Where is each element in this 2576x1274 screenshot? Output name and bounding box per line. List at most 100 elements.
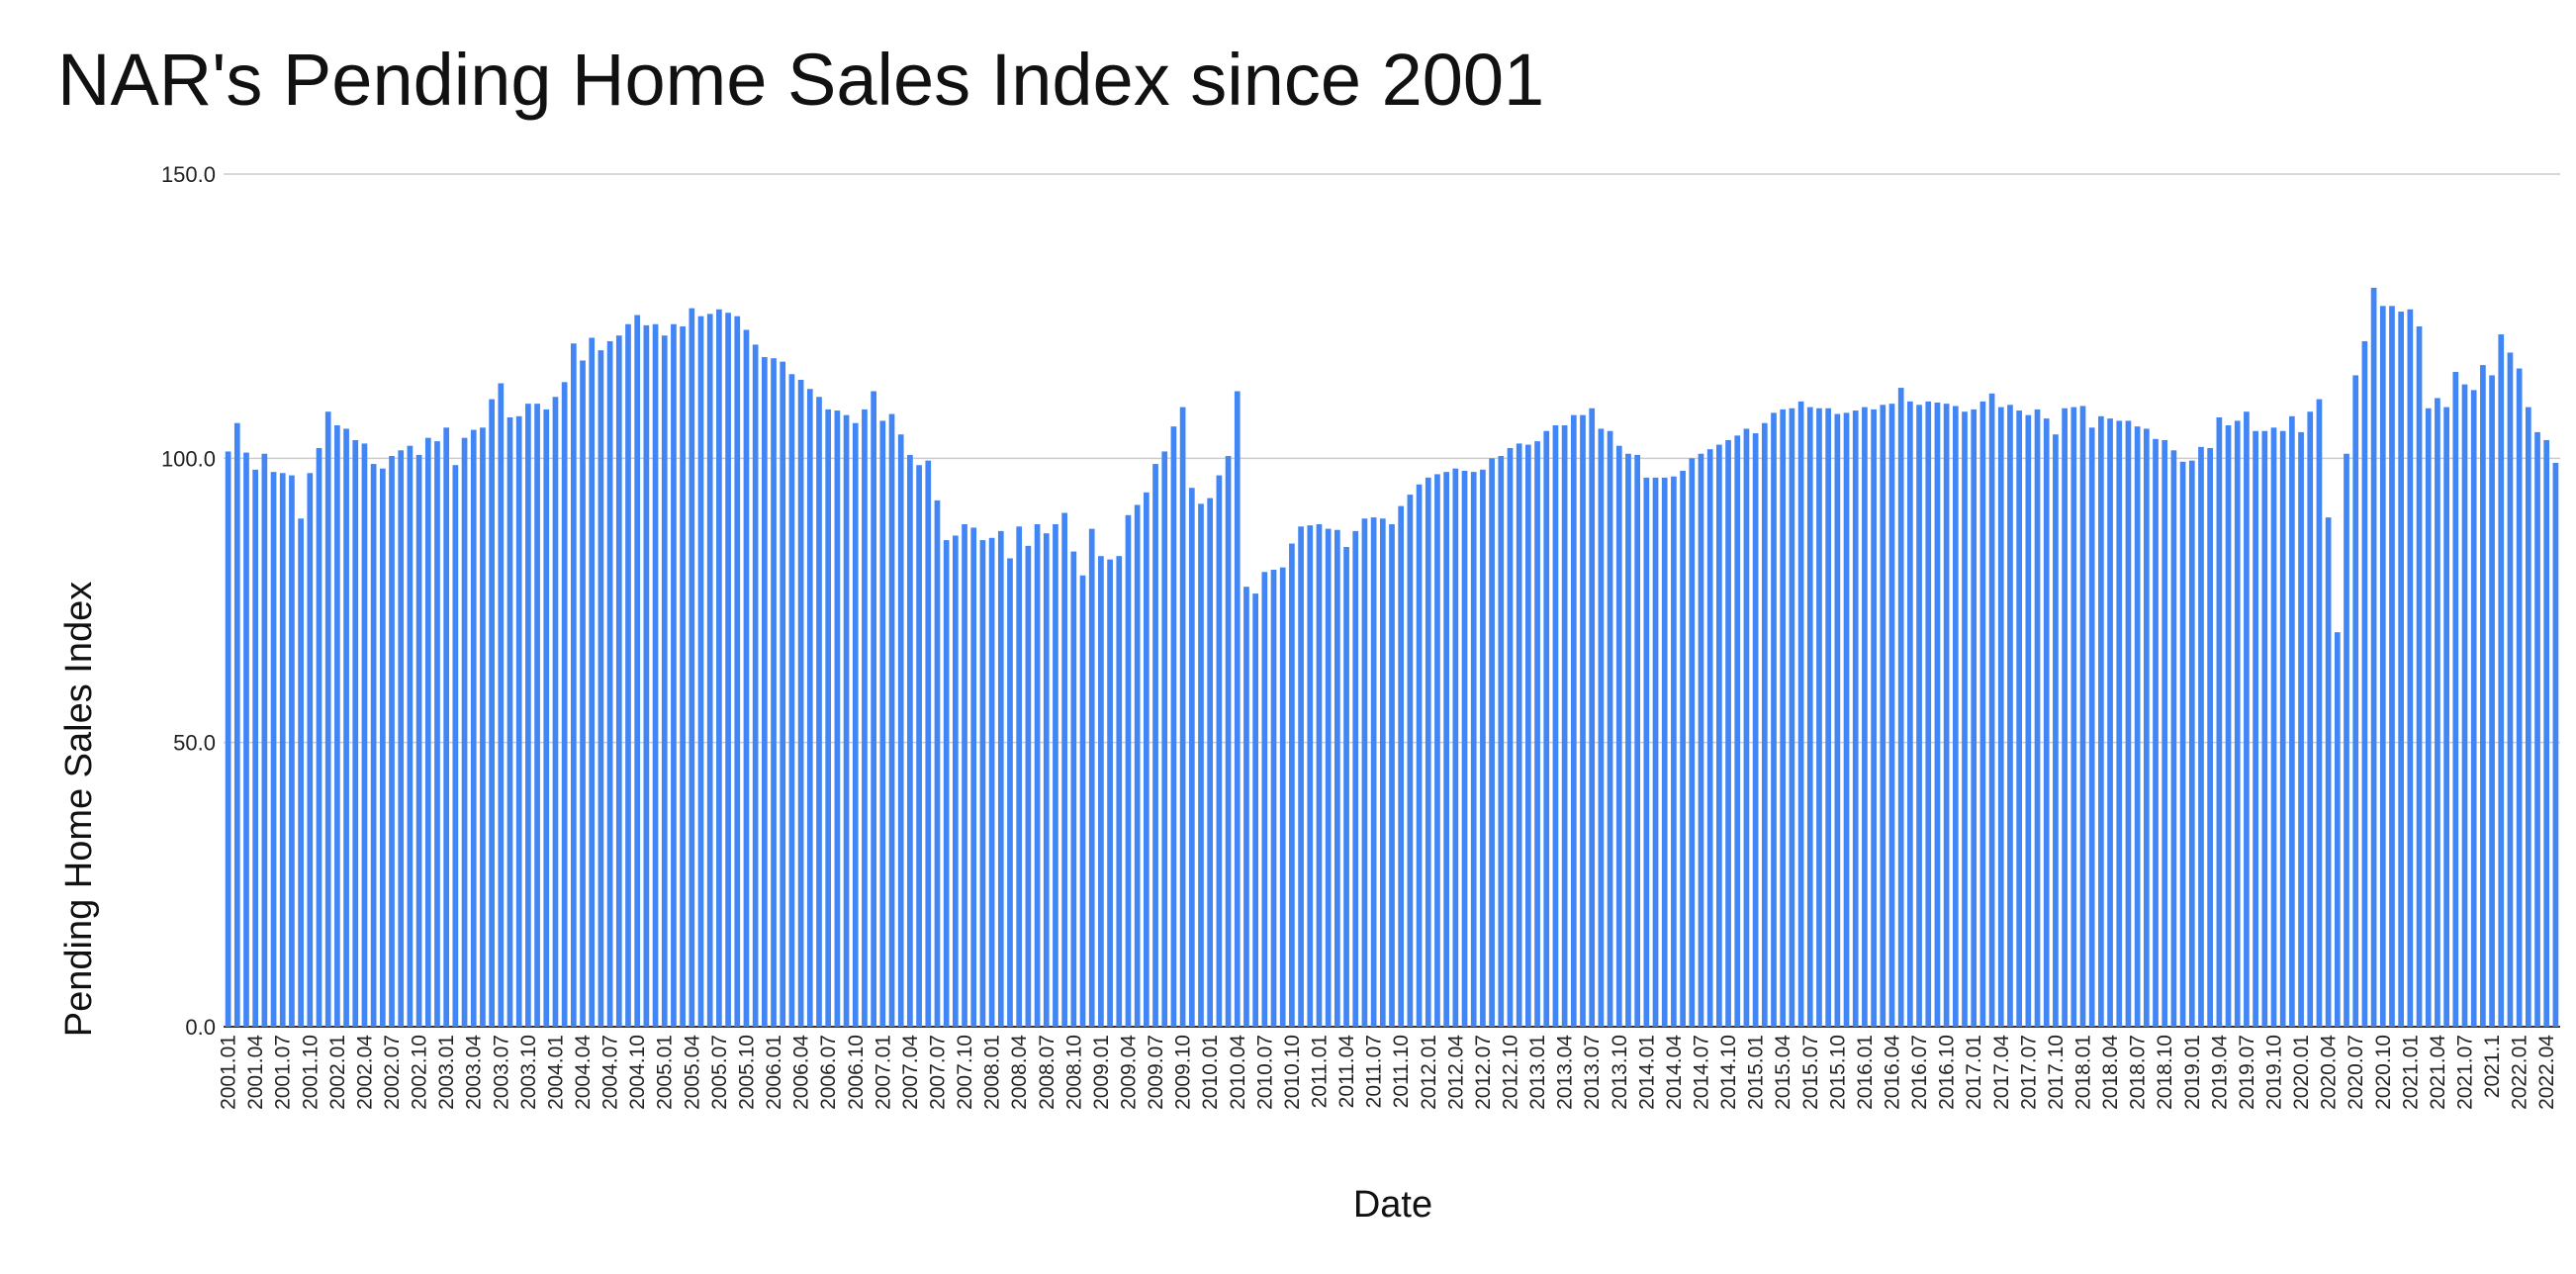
x-tick-label: 2009.10 [1172, 1035, 1195, 1110]
bar-2015.10 [1834, 413, 1841, 1027]
bar-2003.09 [515, 415, 522, 1028]
bar-2016.03 [1880, 405, 1886, 1027]
bar-2011.03 [1334, 529, 1340, 1027]
bar-2017.02 [1979, 401, 1986, 1027]
bar-2009.07 [1152, 464, 1158, 1028]
bar-2001.09 [298, 518, 304, 1027]
bar-2001.05 [261, 453, 268, 1028]
bar-2018.03 [2098, 415, 2104, 1028]
bar-2003.06 [489, 399, 495, 1027]
bar-2002.04 [361, 443, 368, 1028]
bar-2007.01 [879, 420, 886, 1027]
bar-2013.07 [1589, 408, 1596, 1027]
x-tick-label: 2004.10 [626, 1035, 649, 1110]
bar-2008.06 [1034, 523, 1041, 1027]
x-tick-label: 2008.07 [1036, 1035, 1058, 1110]
bar-2022.03 [2534, 431, 2540, 1027]
bar-2013.09 [1607, 430, 1613, 1027]
bar-2021.01 [2407, 309, 2414, 1028]
x-tick-label: 2021.04 [2427, 1035, 2449, 1110]
bar-2011.01 [1316, 523, 1323, 1027]
bar-2020.05 [2334, 632, 2341, 1027]
y-tick-label: 50.0 [173, 731, 216, 756]
x-tick-label: 2020.07 [2345, 1035, 2367, 1110]
bar-2002.05 [370, 464, 377, 1028]
bar-2001.04 [252, 469, 259, 1027]
bar-2007.03 [897, 434, 904, 1027]
bar-2007.08 [943, 540, 950, 1027]
bar-2021.02 [2416, 326, 2423, 1027]
bar-2015.03 [1771, 412, 1777, 1027]
x-tick-label: 2021.1 [2481, 1035, 2504, 1098]
bar-2021.03 [2425, 408, 2432, 1027]
bar-2002.06 [379, 468, 386, 1027]
x-tick-label: 2005.01 [654, 1035, 677, 1110]
bar-2016.04 [1888, 404, 1895, 1027]
bar-2008.08 [1053, 523, 1058, 1027]
bar-2020.02 [2307, 411, 2314, 1027]
x-tick-label: 2003.07 [490, 1035, 512, 1110]
x-tick-label: 2001.10 [299, 1035, 322, 1110]
bar-2021.08 [2470, 390, 2477, 1028]
x-tick-label: 2021.01 [2399, 1035, 2422, 1110]
bar-2020.03 [2316, 399, 2323, 1027]
x-tick-label: 2013.10 [1609, 1035, 1631, 1110]
x-tick-label: 2015.07 [1799, 1035, 1822, 1110]
x-tick-label: 2019.07 [2236, 1035, 2258, 1110]
x-tick-label: 2002.04 [353, 1035, 376, 1110]
x-tick-label: 2008.01 [981, 1035, 1004, 1110]
bar-2005.07 [716, 309, 722, 1028]
bar-2003.12 [543, 409, 550, 1027]
bar-2004.09 [625, 323, 631, 1027]
x-tick-label: 2015.01 [1745, 1035, 1768, 1110]
bar-2018.08 [2143, 428, 2150, 1027]
x-tick-label: 2001.07 [272, 1035, 295, 1110]
bar-2020.07 [2352, 375, 2359, 1027]
bar-2010.01 [1207, 498, 1214, 1027]
bar-2016.08 [1925, 401, 1932, 1027]
bar-2018.10 [2162, 439, 2168, 1028]
bar-2020.06 [2344, 453, 2349, 1028]
x-tick-label: 2004.01 [544, 1035, 567, 1110]
bar-2017.11 [2062, 408, 2068, 1027]
bar-2013.06 [1580, 414, 1586, 1027]
bar-2004.01 [552, 397, 559, 1027]
bar-2005.04 [689, 308, 695, 1027]
bar-2015.06 [1797, 401, 1804, 1027]
x-tick-label: 2008.10 [1062, 1035, 1085, 1110]
bar-2019.01 [2188, 460, 2195, 1028]
bar-2004.05 [589, 337, 596, 1027]
bar-2010.02 [1216, 475, 1223, 1027]
bar-2012.11 [1516, 443, 1522, 1028]
x-tick-label: 2013.01 [1526, 1035, 1549, 1110]
x-tick-label: 2011.10 [1390, 1035, 1413, 1108]
x-tick-label: 2014.10 [1717, 1035, 1740, 1110]
bar-2009.03 [1116, 556, 1123, 1027]
x-tick-label: 2017.07 [2017, 1035, 2040, 1110]
y-tick-label: 100.0 [161, 446, 216, 471]
bar-2013.12 [1634, 454, 1640, 1027]
x-tick-label: 2006.07 [817, 1035, 840, 1110]
bar-2012.07 [1480, 469, 1486, 1027]
bar-2006.08 [834, 410, 841, 1027]
bar-2016.07 [1916, 405, 1922, 1027]
bar-2014.12 [1743, 428, 1750, 1027]
bar-2010.04 [1234, 391, 1241, 1027]
bar-2013.08 [1598, 428, 1605, 1027]
bar-2007.04 [907, 454, 913, 1027]
bar-2020.09 [2370, 287, 2377, 1027]
x-tick-label: 2008.04 [1008, 1035, 1031, 1110]
x-tick-label: 2001.01 [218, 1035, 240, 1110]
x-tick-label: 2001.04 [244, 1035, 267, 1110]
x-tick-label: 2016.04 [1881, 1035, 1903, 1110]
x-tick-label: 2011.04 [1335, 1035, 1358, 1109]
bar-2013.10 [1615, 445, 1622, 1027]
bar-2012.06 [1470, 472, 1477, 1027]
bar-2017.12 [2070, 407, 2077, 1027]
x-tick-label: 2011.01 [1308, 1035, 1331, 1108]
bar-2017.07 [2025, 414, 2032, 1027]
x-tick-label: 2019.01 [2181, 1035, 2204, 1110]
x-tick-label: 2004.07 [599, 1035, 622, 1110]
bar-2011.11 [1407, 495, 1414, 1027]
bar-2003.11 [534, 404, 540, 1027]
